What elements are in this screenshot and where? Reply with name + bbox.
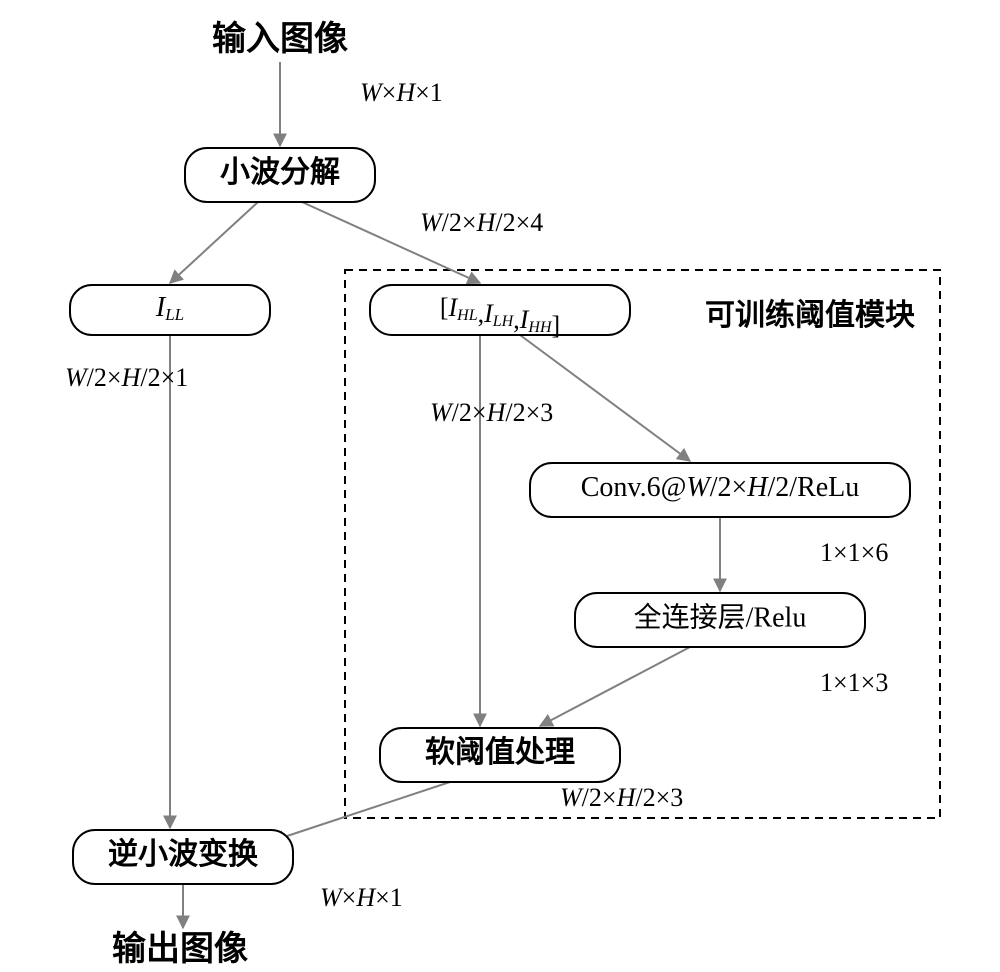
- edge-soft-to-inverse: [272, 782, 450, 841]
- dim-d_wavelet: W/2×H/2×4: [420, 208, 543, 237]
- dim-d_conv: 1×1×6: [820, 538, 888, 567]
- dim-d_out: W×H×1: [320, 883, 403, 912]
- dim-d_in: W×H×1: [360, 78, 443, 107]
- dim-d_ihigh: W/2×H/2×3: [430, 398, 553, 427]
- node-label-wavelet: 小波分解: [220, 156, 340, 189]
- node-label-fc: 全连接层/Relu: [634, 601, 807, 633]
- dim-d_fc: 1×1×3: [820, 668, 888, 697]
- dim-d_ill: W/2×H/2×1: [65, 363, 188, 392]
- edge-fc-to-soft: [540, 647, 690, 726]
- edge-wavelet-to-ill: [170, 202, 258, 283]
- node-label-conv: Conv.6@W/2×H/2/ReLu: [581, 472, 860, 503]
- dim-d_soft: W/2×H/2×3: [560, 783, 683, 812]
- node-label-input_title: 输入图像: [212, 20, 348, 58]
- node-label-output_title: 输出图像: [112, 930, 248, 968]
- node-label-module_label: 可训练阈值模块: [705, 298, 915, 332]
- node-label-inverse: 逆小波变换: [108, 837, 259, 871]
- node-label-soft: 软阈值处理: [425, 736, 575, 769]
- flowchart-canvas: 输入图像小波分解ILL[IHL,ILH,IHH]Conv.6@W/2×H/2/R…: [0, 0, 1000, 972]
